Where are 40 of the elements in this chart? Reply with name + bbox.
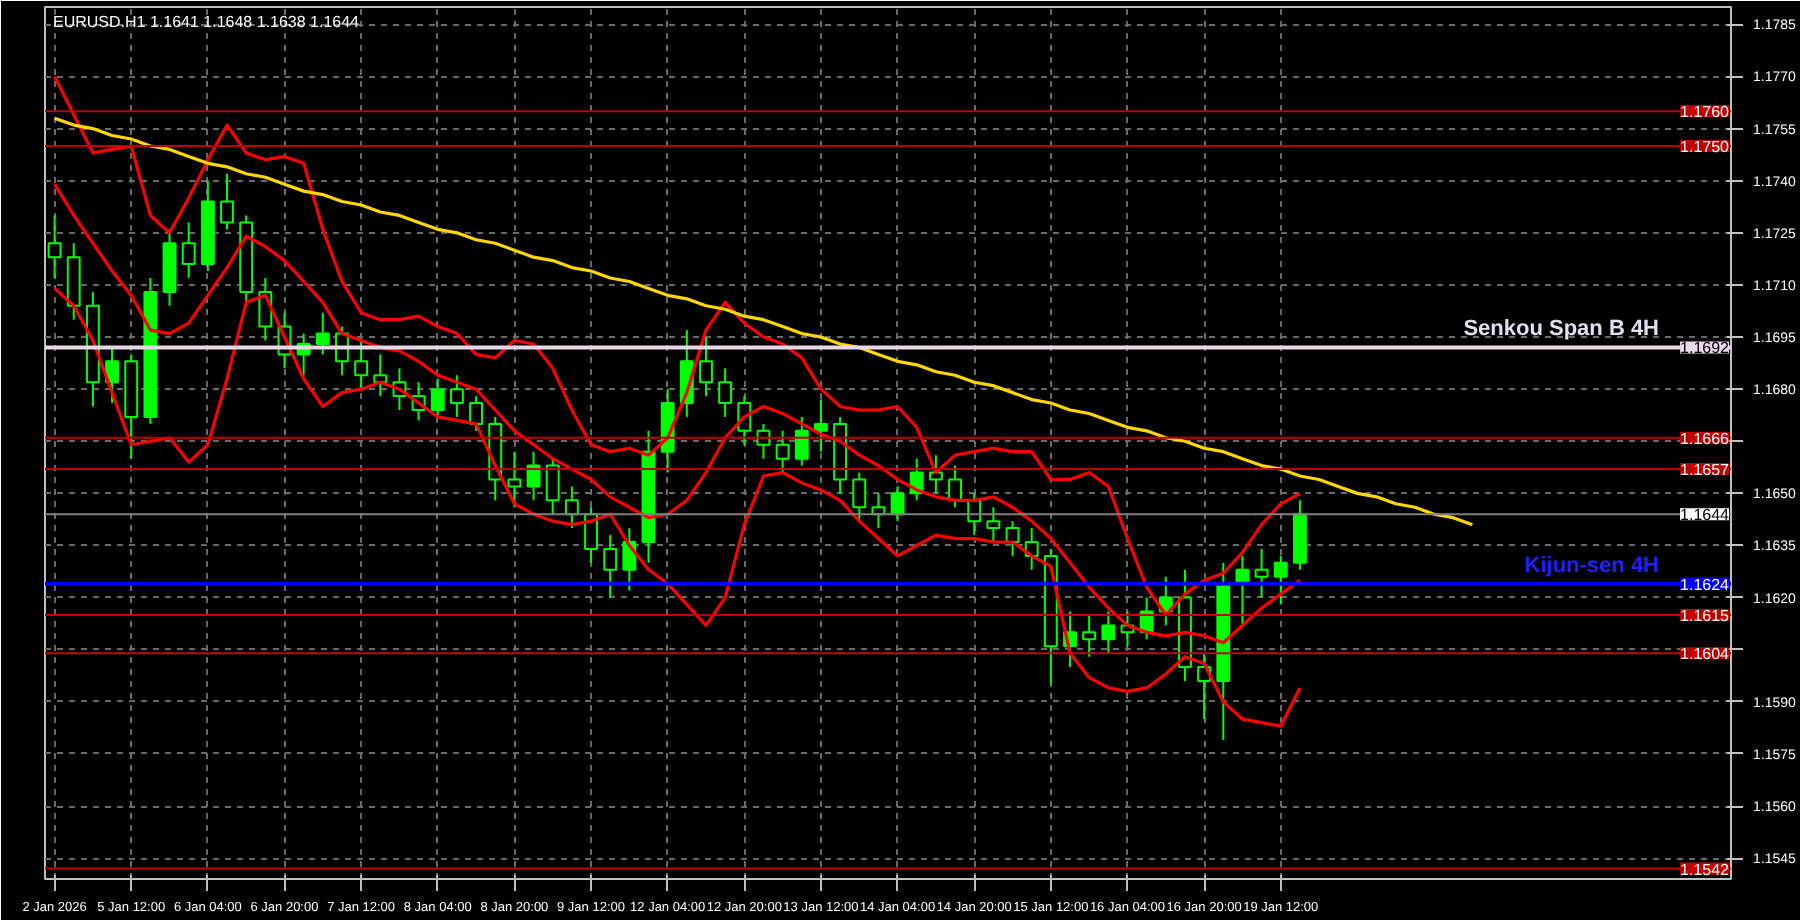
ref-line-label: 1.1760 [1680,103,1731,122]
ref-line-label: 1.1750 [1680,137,1731,156]
candlestick [181,221,196,279]
annotation: Kijun-sen 4H [1524,553,1660,578]
annotation: Senkou Span B 4H [1463,317,1660,342]
ref-line-label: 1.1542 [1680,860,1731,879]
ref-line-label: 1.1657 [1680,461,1731,480]
ref-line-label: 1.1624 [1680,575,1731,594]
ref-line-label: 1.1604 [1680,645,1731,664]
candlestick [507,450,522,509]
candlestick [794,415,809,467]
candlestick [354,339,369,391]
ref-line-label: 1.1692 [1680,339,1731,358]
candlestick [449,374,464,418]
chart-title: EURUSD.H1 1.1641 1.1648 1.1638 1.1644 [53,13,361,31]
candlestick [430,377,445,418]
candlestick [315,311,330,356]
ref-line-label: 1.1644 [1680,506,1731,525]
candlestick [105,346,119,405]
line-series [52,182,1302,645]
candlestick [220,172,234,231]
candlestick [1082,613,1097,658]
line-series [52,286,1302,728]
candlestick [852,471,867,523]
line-series [52,74,1302,617]
candlestick [1273,554,1288,606]
candlestick [469,395,484,432]
candlestick [890,485,905,523]
candlestick [1254,547,1269,599]
candlestick [718,367,733,418]
candlestick [545,457,560,516]
candlestick [603,534,618,599]
candlestick [699,336,713,398]
candlestick [775,429,790,474]
candlestick [948,464,962,509]
candlestick [1101,610,1116,655]
ref-line-label: 1.1666 [1680,429,1731,448]
candlestick [814,398,828,453]
ref-line-label: 1.1615 [1680,606,1731,625]
candlestick [986,506,1001,544]
